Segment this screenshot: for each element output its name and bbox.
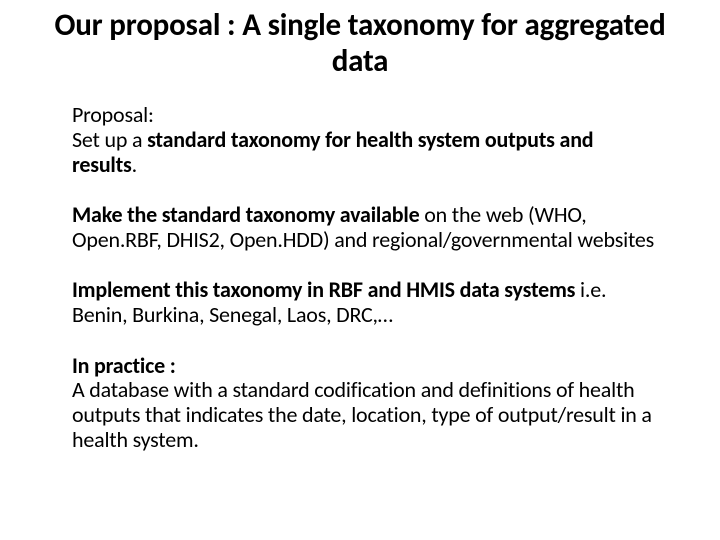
proposal-pre: Set up a <box>72 126 147 153</box>
implement-bold: Implement this taxonomy in RBF and HMIS … <box>72 276 575 303</box>
paragraph-availability: Make the standard taxonomy available on … <box>72 203 660 252</box>
practice-rest: A database with a standard codification … <box>72 376 652 452</box>
slide-title: Our proposal : A single taxonomy for agg… <box>40 8 680 79</box>
paragraph-practice: In practice : A database with a standard… <box>72 354 660 453</box>
slide: Our proposal : A single taxonomy for agg… <box>0 0 720 540</box>
proposal-post: . <box>132 151 137 178</box>
practice-bold: In practice : <box>72 352 176 379</box>
availability-bold: Make the standard taxonomy available <box>72 201 419 228</box>
proposal-bold: standard taxonomy for health system outp… <box>72 126 593 178</box>
proposal-label: Proposal: <box>72 101 154 128</box>
paragraph-proposal: Proposal: Set up a standard taxonomy for… <box>72 103 660 177</box>
paragraph-implement: Implement this taxonomy in RBF and HMIS … <box>72 278 660 327</box>
slide-body: Proposal: Set up a standard taxonomy for… <box>40 103 680 452</box>
